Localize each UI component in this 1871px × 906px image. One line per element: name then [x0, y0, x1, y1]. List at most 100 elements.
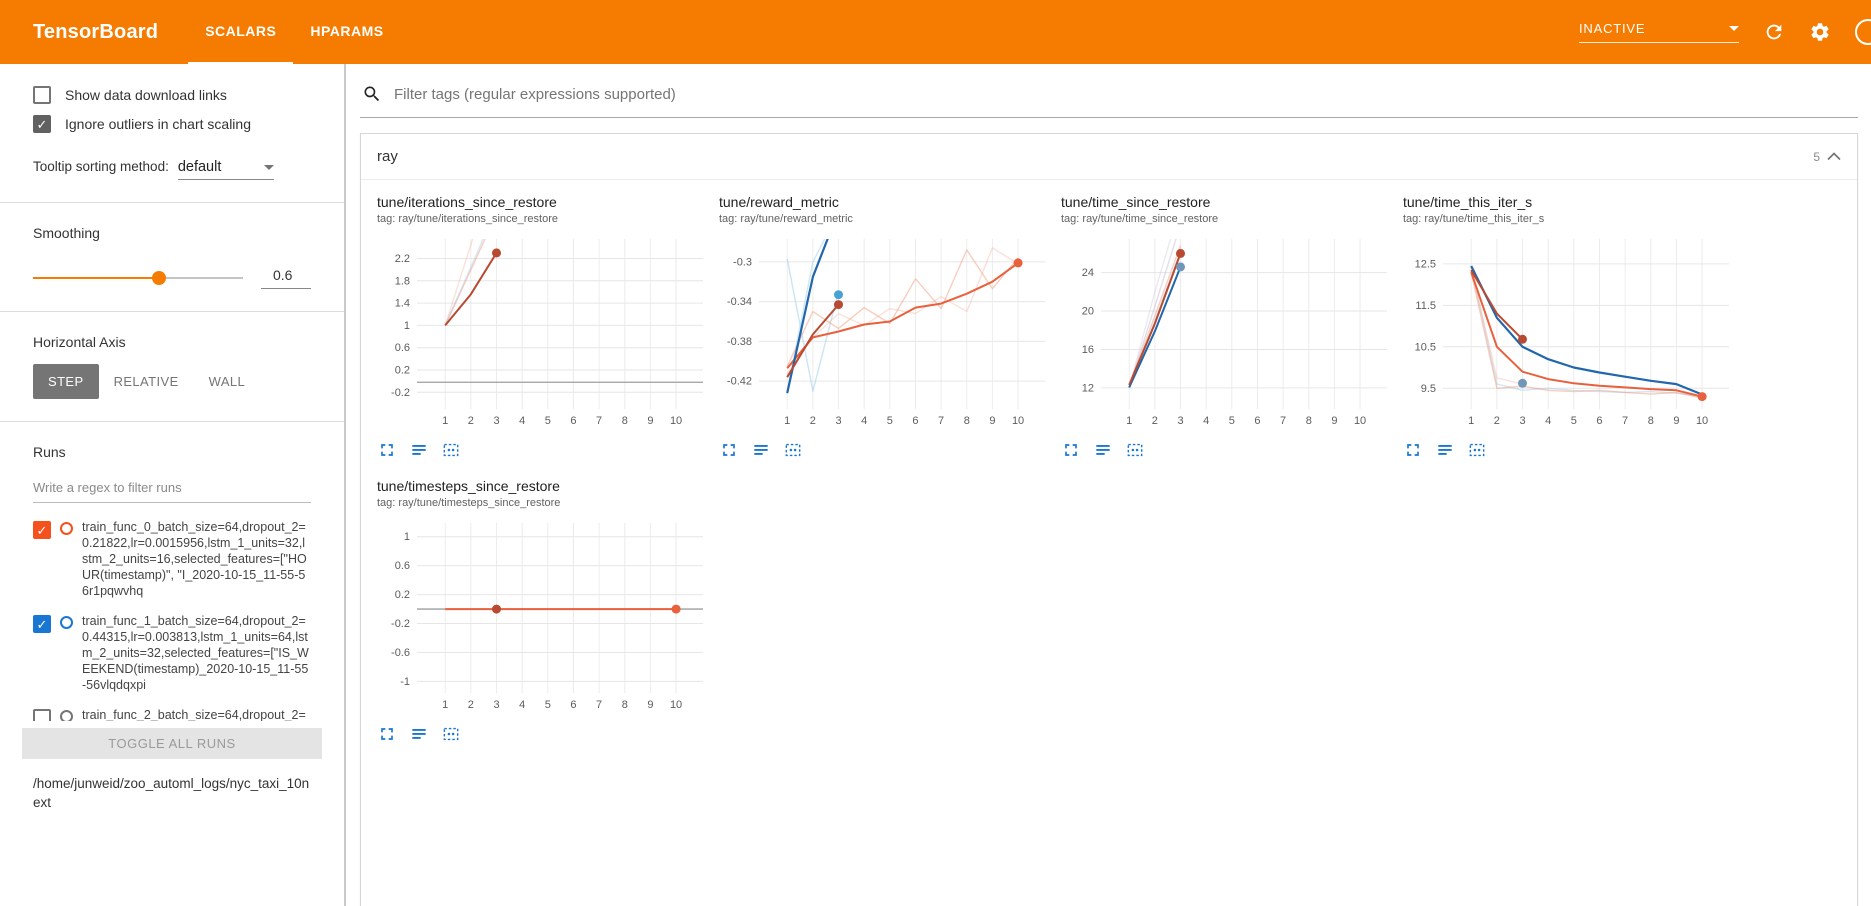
- chart-title: tune/time_this_iter_s: [1403, 194, 1533, 210]
- svg-text:2: 2: [468, 699, 474, 711]
- tab-hparams[interactable]: HPARAMS: [310, 23, 384, 39]
- run-checkbox[interactable]: ✓: [33, 615, 51, 633]
- tooltip-sorting-dropdown[interactable]: default: [177, 159, 274, 180]
- expand-icon[interactable]: [719, 440, 739, 460]
- svg-text:11.5: 11.5: [1415, 300, 1436, 312]
- svg-text:2: 2: [468, 415, 474, 427]
- chart-title: tune/timesteps_since_restore: [377, 478, 560, 494]
- svg-text:6: 6: [1254, 415, 1260, 427]
- axis-button-group: STEP RELATIVE WALL: [33, 364, 311, 399]
- chart-tag-label: tag: ray/tune/reward_metric: [719, 213, 853, 225]
- svg-text:5: 5: [545, 415, 551, 427]
- fit-domain-icon[interactable]: [441, 440, 461, 460]
- fit-domain-icon[interactable]: [783, 440, 803, 460]
- svg-text:1: 1: [442, 699, 448, 711]
- run-checkbox[interactable]: [33, 709, 51, 721]
- svg-text:4: 4: [1545, 415, 1551, 427]
- svg-text:6: 6: [912, 415, 918, 427]
- nav-tabs: SCALARS HPARAMS: [188, 0, 400, 64]
- help-icon[interactable]: [1855, 19, 1871, 45]
- status-dropdown[interactable]: INACTIVE: [1579, 21, 1739, 43]
- svg-text:7: 7: [938, 415, 944, 427]
- svg-text:4: 4: [1203, 415, 1209, 427]
- tooltip-sorting-row: Tooltip sorting method: default: [33, 159, 311, 180]
- card-chart-count: 5: [1813, 149, 1820, 164]
- chart-plot[interactable]: -1 -0.6 -0.2 0.2 0.6 1 1 2 3 4 5 6 7 8 9 10: [377, 517, 719, 722]
- status-dropdown-value: INACTIVE: [1579, 21, 1646, 36]
- chart-plot[interactable]: 9.5 10.5 11.5 12.5 1 2 3 4 5 6 7 8 9 10: [1403, 233, 1745, 438]
- svg-text:9: 9: [647, 415, 653, 427]
- chart-plot[interactable]: -0.42 -0.38 -0.34 -0.3 1 2 3 4 5 6 7 8 9 10: [719, 233, 1061, 438]
- divider: [0, 421, 344, 422]
- runs-filter-input[interactable]: [33, 473, 311, 503]
- fit-domain-icon[interactable]: [1467, 440, 1487, 460]
- chart-plot[interactable]: 12 16 20 24 1 2 3 4 5 6 7 8 9 10: [1061, 233, 1403, 438]
- smoothing-slider[interactable]: [33, 271, 243, 285]
- svg-text:3: 3: [1519, 415, 1525, 427]
- run-isolate-radio[interactable]: [60, 522, 73, 535]
- chevron-down-icon: [263, 164, 274, 170]
- svg-text:1: 1: [784, 415, 790, 427]
- fit-domain-icon[interactable]: [441, 724, 461, 744]
- svg-text:4: 4: [519, 699, 525, 711]
- ray-tag-group-card: ray 5 tune/iterations_since_restore tag: …: [360, 133, 1858, 906]
- run-isolate-radio[interactable]: [60, 710, 73, 721]
- run-isolate-radio[interactable]: [60, 616, 73, 629]
- refresh-icon[interactable]: [1763, 21, 1785, 43]
- svg-text:-0.38: -0.38: [727, 336, 752, 348]
- chart-plot[interactable]: -0.2 0.2 0.6 1 1.4 1.8 2.2 1 2 3 4 5 6 7 8 9 10: [377, 233, 719, 438]
- scalar-line-chart[interactable]: 9.5 10.5 11.5 12.5 1 2 3 4 5 6 7 8 9 10: [1403, 233, 1737, 433]
- chart-card: tune/timesteps_since_restore tag: ray/tun…: [377, 478, 719, 744]
- run-checkbox[interactable]: ✓: [33, 521, 51, 539]
- runs-menu-icon[interactable]: [1435, 440, 1455, 460]
- runs-menu-icon[interactable]: [409, 440, 429, 460]
- svg-text:9: 9: [647, 699, 653, 711]
- ignore-outliers-row[interactable]: ✓ Ignore outliers in chart scaling: [33, 115, 311, 133]
- svg-text:4: 4: [861, 415, 867, 427]
- svg-text:0.6: 0.6: [395, 560, 410, 572]
- fit-domain-icon[interactable]: [1125, 440, 1145, 460]
- runs-menu-icon[interactable]: [1093, 440, 1113, 460]
- svg-text:2.2: 2.2: [395, 253, 410, 265]
- settings-gear-icon[interactable]: [1809, 21, 1831, 43]
- expand-icon[interactable]: [377, 440, 397, 460]
- svg-text:9: 9: [1673, 415, 1679, 427]
- svg-text:7: 7: [1280, 415, 1286, 427]
- axis-step-button[interactable]: STEP: [33, 364, 99, 399]
- svg-text:5: 5: [1229, 415, 1235, 427]
- expand-icon[interactable]: [377, 724, 397, 744]
- svg-text:10.5: 10.5: [1415, 341, 1436, 353]
- card-header[interactable]: ray 5: [361, 134, 1857, 180]
- smoothing-value-input[interactable]: 0.6: [261, 267, 311, 289]
- svg-text:9.5: 9.5: [1421, 383, 1436, 395]
- scalar-line-chart[interactable]: -1 -0.6 -0.2 0.2 0.6 1 1 2 3 4 5 6 7 8 9 10: [377, 517, 711, 717]
- tag-filter-input[interactable]: [394, 85, 1856, 103]
- svg-text:4: 4: [519, 415, 525, 427]
- expand-icon[interactable]: [1403, 440, 1423, 460]
- scalar-line-chart[interactable]: -0.2 0.2 0.6 1 1.4 1.8 2.2 1 2 3 4 5 6 7 8 9 10: [377, 233, 711, 433]
- axis-relative-button[interactable]: RELATIVE: [99, 364, 194, 399]
- sidebar-checkbox-1[interactable]: ✓: [33, 115, 51, 133]
- show-download-links-row[interactable]: Show data download links: [33, 86, 311, 104]
- toggle-all-runs-button[interactable]: TOGGLE ALL RUNS: [22, 728, 322, 759]
- runs-menu-icon[interactable]: [409, 724, 429, 744]
- expand-icon[interactable]: [1061, 440, 1081, 460]
- axis-wall-button[interactable]: WALL: [194, 364, 261, 399]
- tab-scalars[interactable]: SCALARS: [188, 0, 294, 64]
- collapse-chevron-icon[interactable]: [1827, 150, 1841, 164]
- sidebar-checkbox-0[interactable]: [33, 86, 51, 104]
- scalar-line-chart[interactable]: -0.42 -0.38 -0.34 -0.3 1 2 3 4 5 6 7 8 9 10: [719, 233, 1053, 433]
- svg-text:12.5: 12.5: [1415, 258, 1436, 270]
- chart-toolbar: [377, 440, 719, 460]
- runs-menu-icon[interactable]: [751, 440, 771, 460]
- svg-text:5: 5: [887, 415, 893, 427]
- svg-text:-0.2: -0.2: [391, 387, 410, 399]
- svg-text:2: 2: [1152, 415, 1158, 427]
- svg-text:7: 7: [1622, 415, 1628, 427]
- slider-thumb[interactable]: [152, 271, 166, 285]
- chart-title: tune/reward_metric: [719, 194, 839, 210]
- svg-text:8: 8: [1648, 415, 1654, 427]
- svg-text:3: 3: [1177, 415, 1183, 427]
- chart-title: tune/time_since_restore: [1061, 194, 1211, 210]
